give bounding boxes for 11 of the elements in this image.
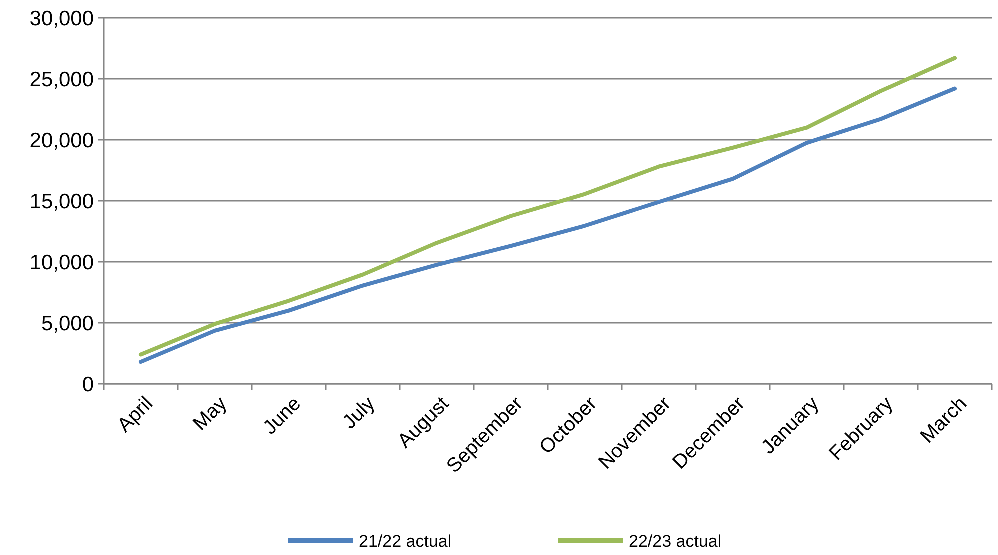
y-tick-label: 10,000	[30, 251, 94, 274]
y-tick-label: 20,000	[30, 129, 94, 152]
y-tick-label: 5,000	[41, 312, 94, 336]
x-tick-label: May	[189, 392, 232, 436]
y-tick-label: 25,000	[30, 68, 94, 92]
legend-label: 22/23 actual	[629, 532, 722, 551]
y-tick-label: 30,000	[30, 7, 94, 30]
y-tick-label: 0	[82, 373, 94, 396]
legend-label: 21/22 actual	[359, 532, 452, 551]
x-tick-label: July	[338, 392, 380, 434]
y-tick-label: 15,000	[30, 190, 94, 214]
